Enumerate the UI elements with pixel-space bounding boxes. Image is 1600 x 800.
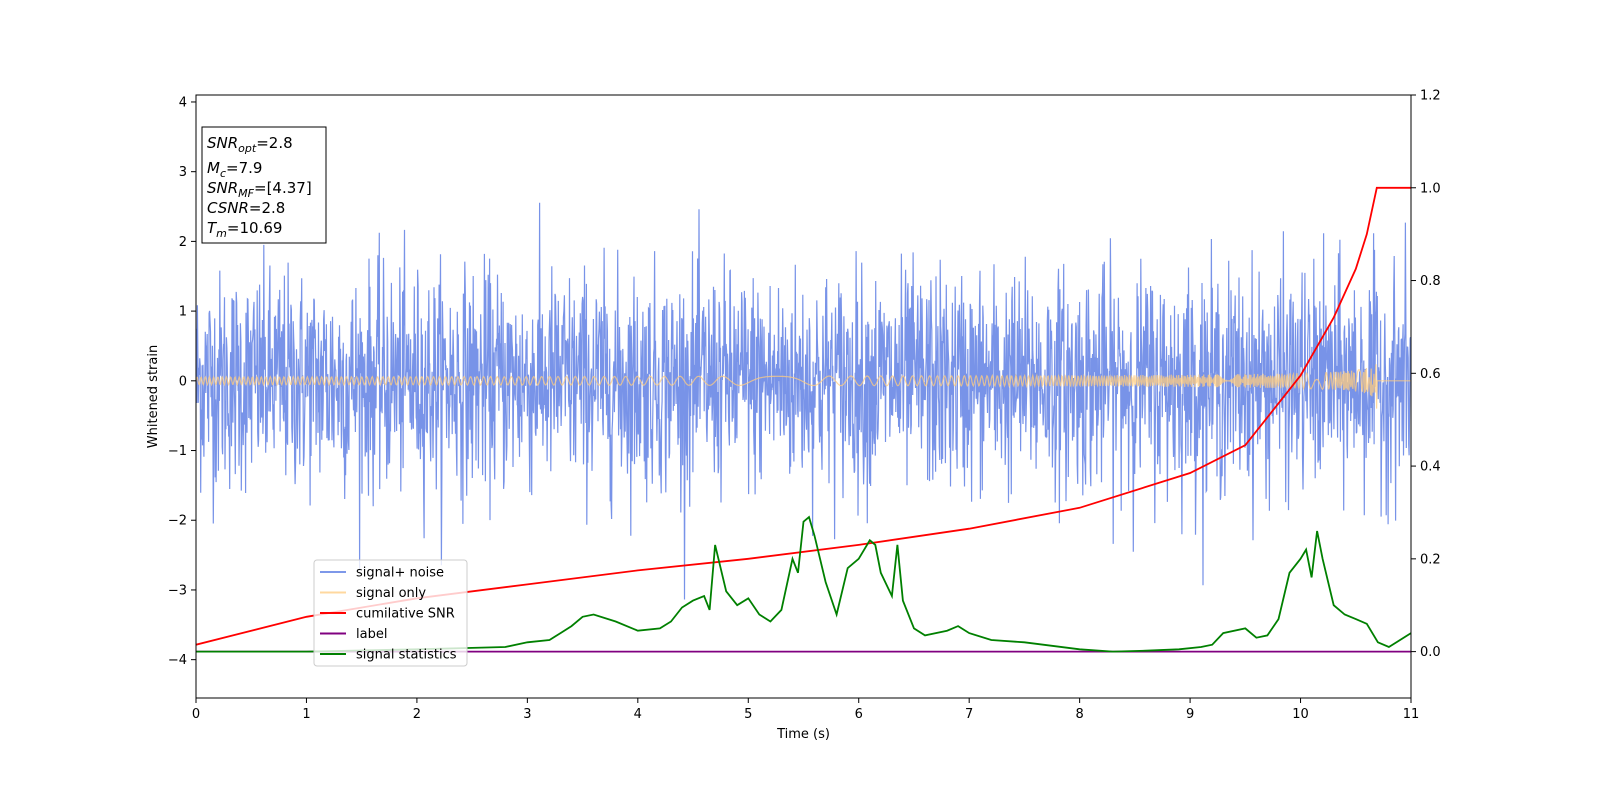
info-box-frame — [201, 126, 327, 244]
x-tick-label: 0 — [192, 707, 200, 722]
info-subscript: m — [216, 227, 227, 240]
y-tick-label: 4 — [179, 95, 187, 110]
y-axis-label: Whitened strain — [146, 345, 161, 448]
y2-tick-label: 0.6 — [1420, 367, 1441, 382]
x-tick-label: 11 — [1403, 707, 1420, 722]
plot-frame — [195, 94, 1412, 699]
info-symbol: T — [207, 219, 218, 237]
legend: signal+ noise signal only cumilative SNR la… — [313, 559, 468, 667]
info-symbol: M — [207, 159, 220, 177]
x-tick-label: 7 — [965, 707, 973, 722]
y2-tick-label: 1.2 — [1420, 89, 1441, 104]
y2-tick-label: 0.4 — [1420, 460, 1441, 475]
y-axis-left: −4 −3 −2 −1 0 1 2 3 4 — [168, 95, 196, 668]
legend-label: cumilative SNR — [356, 607, 455, 622]
legend-label: signal+ noise — [356, 566, 444, 581]
x-tick-label: 6 — [855, 707, 863, 722]
x-tick-label: 2 — [413, 707, 421, 722]
y-axis-right: 0.0 0.2 0.4 0.6 0.8 1.0 1.2 — [1411, 89, 1441, 660]
y2-tick-label: 0.0 — [1420, 645, 1441, 660]
info-value: =10.69 — [227, 219, 283, 237]
info-value: =2.8 — [256, 134, 292, 152]
y2-tick-label: 1.0 — [1420, 181, 1441, 196]
y-tick-label: −4 — [168, 653, 187, 668]
info-value: =[4.37] — [254, 179, 312, 197]
legend-label: signal only — [356, 586, 426, 601]
x-tick-label: 10 — [1292, 707, 1309, 722]
x-tick-label: 3 — [523, 707, 531, 722]
x-tick-label: 4 — [634, 707, 642, 722]
info-box-line: Tm=10.69 — [207, 219, 282, 240]
x-tick-label: 8 — [1075, 707, 1083, 722]
y-tick-label: 2 — [179, 235, 187, 250]
info-box: SNRopt=2.8Mc=7.9SNRMF=[4.37]CSNR=2.8Tm=1… — [201, 126, 327, 244]
info-subscript: c — [220, 167, 226, 180]
series-line-signal-statistics — [196, 515, 1411, 653]
y-tick-label: 0 — [179, 374, 187, 389]
series-line-cumilative-snr — [196, 186, 1411, 646]
info-value: =7.9 — [226, 159, 262, 177]
info-subscript: MF — [238, 187, 254, 200]
x-axis: 0 1 2 3 4 5 6 7 8 9 10 11 — [192, 698, 1419, 722]
y2-tick-label: 0.8 — [1420, 274, 1441, 289]
series-line-signal-only — [196, 364, 1411, 409]
info-symbol: CSNR — [207, 199, 249, 217]
info-box-line: CSNR=2.8 — [207, 199, 285, 217]
info-box-line: Mc=7.9 — [207, 159, 262, 180]
legend-frame — [313, 559, 468, 667]
legend-label: signal statistics — [356, 648, 457, 663]
info-symbol: SNR — [207, 134, 238, 152]
info-box-line: SNRMF=[4.37] — [207, 179, 312, 200]
info-subscript: opt — [238, 142, 257, 155]
x-tick-label: 9 — [1186, 707, 1194, 722]
info-symbol: SNR — [207, 179, 238, 197]
y-tick-label: 1 — [179, 305, 187, 320]
y-tick-label: 3 — [179, 165, 187, 180]
x-tick-label: 5 — [744, 707, 752, 722]
y-tick-label: −3 — [168, 583, 187, 598]
legend-label: label — [356, 627, 387, 642]
info-box-line: SNRopt=2.8 — [207, 134, 293, 155]
x-tick-label: 1 — [302, 707, 310, 722]
y-tick-label: −1 — [168, 444, 187, 459]
series-line-signal-noise — [196, 202, 1411, 600]
x-axis-label: Time (s) — [776, 727, 830, 742]
y2-tick-label: 0.2 — [1420, 552, 1441, 567]
y-tick-label: −2 — [168, 514, 187, 529]
info-value: =2.8 — [249, 199, 285, 217]
